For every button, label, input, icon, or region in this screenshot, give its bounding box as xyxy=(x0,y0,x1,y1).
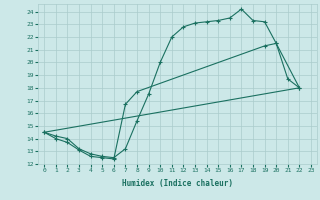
X-axis label: Humidex (Indice chaleur): Humidex (Indice chaleur) xyxy=(122,179,233,188)
